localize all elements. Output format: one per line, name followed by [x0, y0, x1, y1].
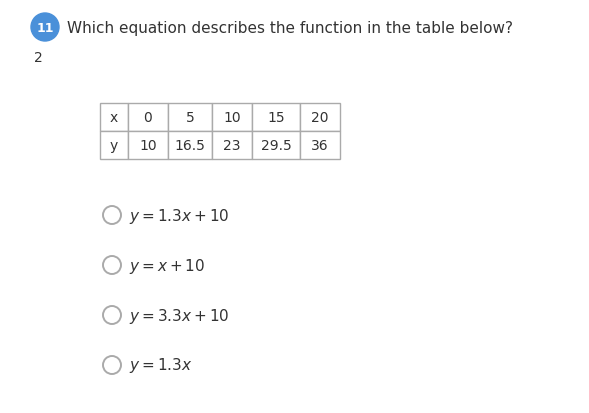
Bar: [212, 104, 252, 132]
Text: $y = 1.3x$: $y = 1.3x$: [129, 356, 193, 375]
Bar: [252, 132, 300, 159]
Text: 29.5: 29.5: [260, 139, 292, 153]
Text: 16.5: 16.5: [174, 139, 206, 153]
Bar: [128, 104, 168, 132]
Text: $y = x + 10$: $y = x + 10$: [129, 256, 205, 275]
Bar: [100, 104, 128, 132]
Text: 36: 36: [311, 139, 329, 153]
Text: 10: 10: [139, 139, 157, 153]
Bar: [100, 132, 128, 159]
Text: $y = 1.3x + 10$: $y = 1.3x + 10$: [129, 206, 230, 225]
Text: Which equation describes the function in the table below?: Which equation describes the function in…: [67, 21, 513, 36]
Text: 2: 2: [34, 51, 42, 65]
Text: 0: 0: [144, 111, 153, 125]
Text: 15: 15: [267, 111, 285, 125]
Text: 20: 20: [311, 111, 329, 125]
Bar: [300, 132, 340, 159]
Circle shape: [31, 14, 59, 42]
Text: y: y: [110, 139, 118, 153]
Text: 5: 5: [186, 111, 194, 125]
Bar: [168, 132, 212, 159]
Text: 10: 10: [223, 111, 241, 125]
Bar: [128, 132, 168, 159]
Text: x: x: [110, 111, 118, 125]
Text: 11: 11: [37, 21, 54, 34]
Bar: [212, 132, 252, 159]
Text: 23: 23: [223, 139, 241, 153]
Text: $y = 3.3x + 10$: $y = 3.3x + 10$: [129, 306, 230, 325]
Bar: [168, 104, 212, 132]
Bar: [300, 104, 340, 132]
Bar: [252, 104, 300, 132]
